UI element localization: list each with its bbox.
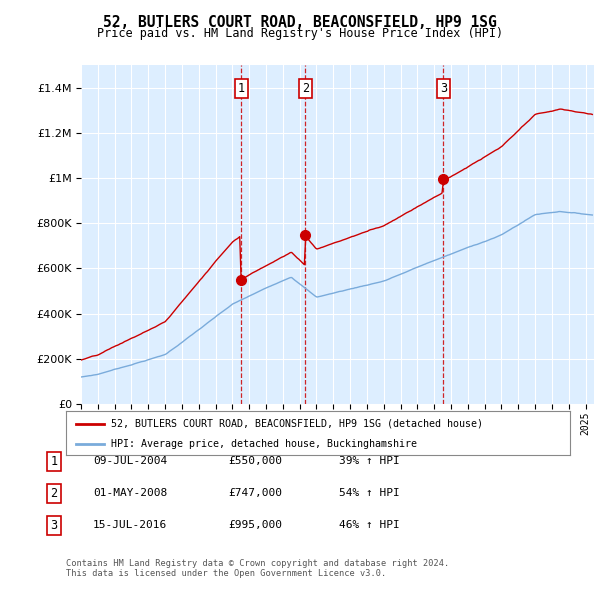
Text: 09-JUL-2004: 09-JUL-2004 <box>93 457 167 466</box>
Text: 15-JUL-2016: 15-JUL-2016 <box>93 520 167 530</box>
Text: 1: 1 <box>50 455 58 468</box>
Text: 54% ↑ HPI: 54% ↑ HPI <box>339 489 400 498</box>
Text: £550,000: £550,000 <box>228 457 282 466</box>
Text: 3: 3 <box>440 82 447 95</box>
Text: 39% ↑ HPI: 39% ↑ HPI <box>339 457 400 466</box>
Text: Price paid vs. HM Land Registry's House Price Index (HPI): Price paid vs. HM Land Registry's House … <box>97 27 503 40</box>
Text: This data is licensed under the Open Government Licence v3.0.: This data is licensed under the Open Gov… <box>66 569 386 578</box>
Text: 52, BUTLERS COURT ROAD, BEACONSFIELD, HP9 1SG: 52, BUTLERS COURT ROAD, BEACONSFIELD, HP… <box>103 15 497 30</box>
Text: 46% ↑ HPI: 46% ↑ HPI <box>339 520 400 530</box>
Text: £995,000: £995,000 <box>228 520 282 530</box>
Text: HPI: Average price, detached house, Buckinghamshire: HPI: Average price, detached house, Buck… <box>112 440 418 450</box>
Text: 3: 3 <box>50 519 58 532</box>
Text: Contains HM Land Registry data © Crown copyright and database right 2024.: Contains HM Land Registry data © Crown c… <box>66 559 449 568</box>
Text: 52, BUTLERS COURT ROAD, BEACONSFIELD, HP9 1SG (detached house): 52, BUTLERS COURT ROAD, BEACONSFIELD, HP… <box>112 419 484 428</box>
Text: 01-MAY-2008: 01-MAY-2008 <box>93 489 167 498</box>
Text: 2: 2 <box>302 82 309 95</box>
Text: 1: 1 <box>238 82 245 95</box>
Text: £747,000: £747,000 <box>228 489 282 498</box>
Text: 2: 2 <box>50 487 58 500</box>
